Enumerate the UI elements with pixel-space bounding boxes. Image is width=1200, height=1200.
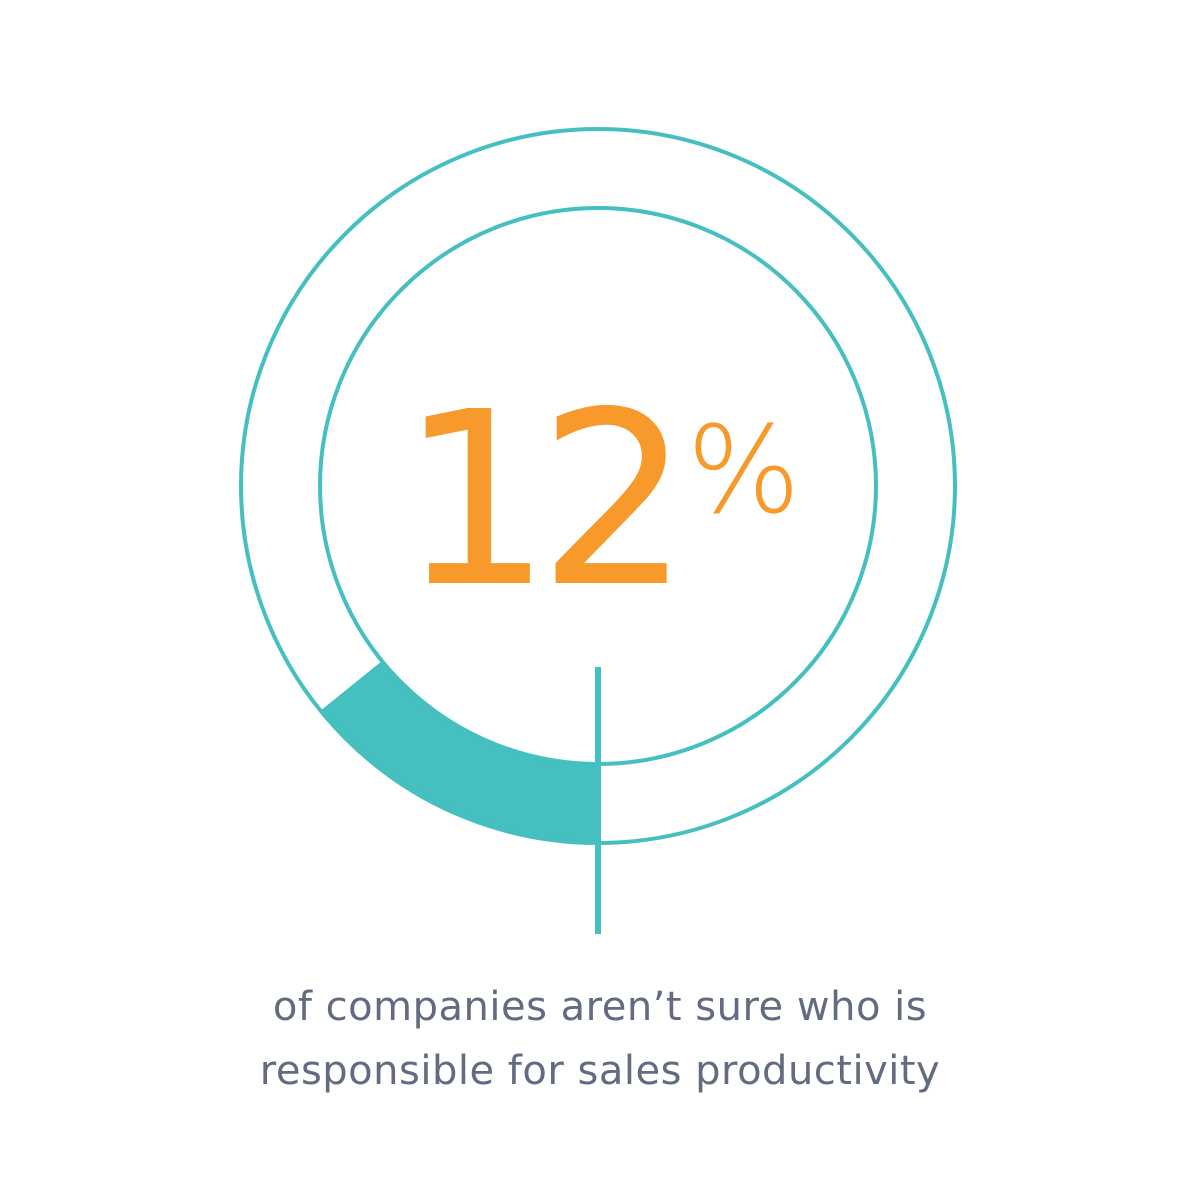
- caption: of companies aren’t sure who is responsi…: [0, 975, 1200, 1103]
- percent-sign: %: [686, 402, 801, 541]
- percentage-number: 12: [399, 360, 690, 640]
- percentage-value: 12%: [0, 380, 1200, 620]
- caption-line-2: responsible for sales productivity: [259, 1048, 941, 1094]
- caption-line-1: of companies aren’t sure who is: [272, 984, 928, 1030]
- progress-fill-arc: [320, 660, 598, 843]
